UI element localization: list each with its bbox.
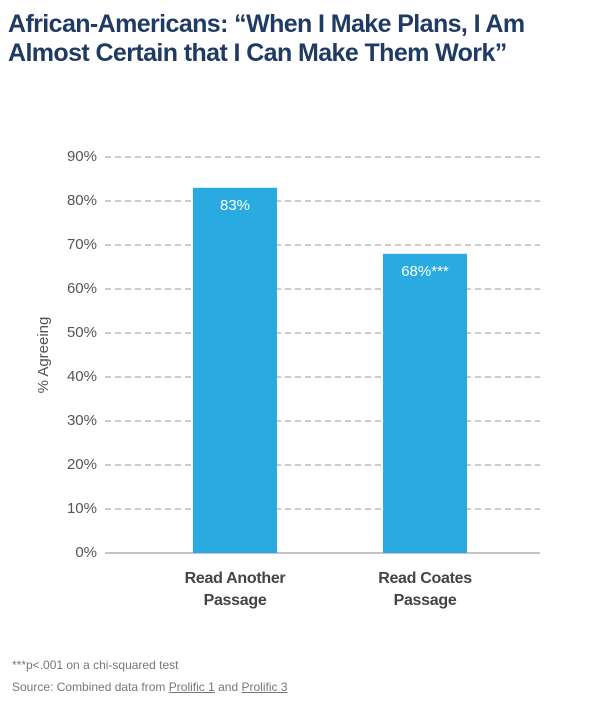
y-tick-label: 20% bbox=[67, 456, 97, 473]
value-label: 68%*** bbox=[401, 263, 449, 280]
y-tick-label: 0% bbox=[75, 544, 97, 561]
y-tick-label: 80% bbox=[67, 192, 97, 209]
source-text: Source: Combined data from bbox=[12, 680, 166, 694]
y-tick-label: 70% bbox=[67, 236, 97, 253]
y-tick-label: 90% bbox=[67, 148, 97, 165]
source-note: Source: Combined data from Prolific 1 an… bbox=[12, 680, 288, 694]
y-tick-label: 40% bbox=[67, 368, 97, 385]
bar bbox=[193, 187, 277, 554]
y-axis-label: % Agreeing bbox=[35, 317, 52, 394]
source-link[interactable]: Prolific 3 bbox=[241, 680, 288, 694]
y-tick-label: 30% bbox=[67, 412, 97, 429]
source-link[interactable]: Prolific 1 bbox=[168, 680, 215, 694]
x-tick-label: Read Coates Passage bbox=[378, 570, 472, 609]
footnote: ***p<.001 on a chi-squared test bbox=[12, 658, 179, 672]
source-text: and bbox=[218, 680, 239, 694]
bar bbox=[383, 253, 467, 554]
y-tick-label: 60% bbox=[67, 280, 97, 297]
chart-title: African-Americans: “When I Make Plans, I… bbox=[8, 10, 525, 67]
value-label: 83% bbox=[220, 197, 250, 214]
y-tick-label: 10% bbox=[67, 500, 97, 517]
y-tick-label: 50% bbox=[67, 324, 97, 341]
x-tick-label: Read Another Passage bbox=[184, 570, 286, 609]
